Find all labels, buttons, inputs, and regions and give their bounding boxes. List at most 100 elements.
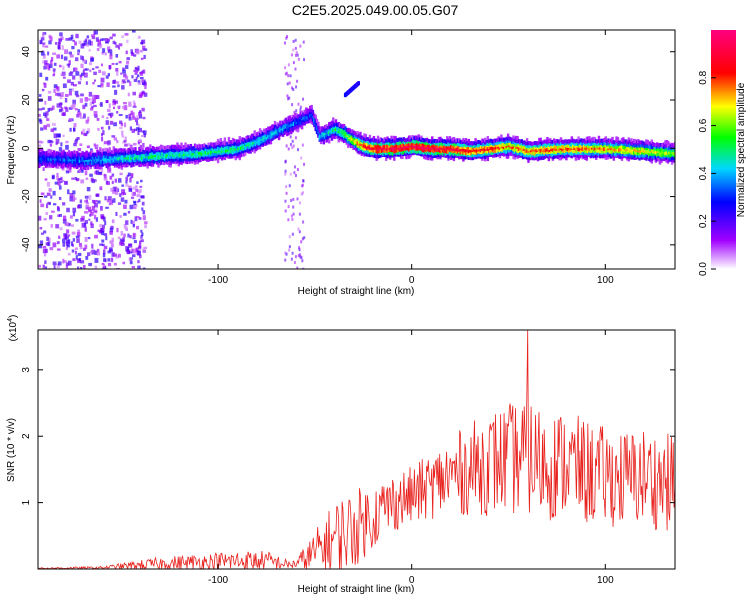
heatmap-cell xyxy=(238,153,241,158)
heatmap-cell xyxy=(136,225,140,230)
heatmap-cell xyxy=(159,151,163,156)
heatmap-cell xyxy=(551,142,555,147)
heatmap-cell xyxy=(185,157,189,162)
heatmap-cell xyxy=(102,264,105,268)
heatmap-cell xyxy=(437,142,441,147)
heatmap-cell xyxy=(123,204,127,209)
heatmap-cell xyxy=(38,108,43,111)
heatmap-cell xyxy=(141,82,146,86)
heatmap-cell xyxy=(147,157,151,162)
heatmap-cell xyxy=(344,138,347,143)
heatmap-cell xyxy=(129,177,132,183)
heatmap-cell xyxy=(46,162,49,167)
heatmap-cell xyxy=(124,143,128,147)
heatmap-cell xyxy=(86,153,90,158)
heatmap-cell xyxy=(183,144,186,149)
heatmap-cell xyxy=(153,149,156,154)
heatmap-cell xyxy=(100,63,104,67)
heatmap-cell xyxy=(454,142,457,147)
heatmap-cell xyxy=(481,152,484,157)
heatmap-cell xyxy=(239,142,243,147)
heatmap-cell xyxy=(38,113,41,117)
heatmap-cell xyxy=(89,159,92,164)
heatmap-cell xyxy=(126,163,129,168)
heatmap-cell xyxy=(169,154,172,159)
heatmap-cell xyxy=(635,140,639,145)
heatmap-cell xyxy=(103,174,107,179)
heatmap-cell xyxy=(574,156,578,161)
heatmap-cell xyxy=(44,154,48,159)
heatmap-cell xyxy=(272,128,275,133)
heatmap-cell xyxy=(234,151,237,156)
heatmap-cell xyxy=(254,132,258,137)
heatmap-cell xyxy=(65,262,70,266)
heatmap-cell xyxy=(65,153,68,158)
heatmap-cell xyxy=(562,148,565,153)
heatmap-cell xyxy=(193,158,197,163)
heatmap-cell xyxy=(360,138,363,143)
heatmap-cell xyxy=(590,141,594,146)
heatmap-cell xyxy=(111,219,115,224)
heatmap-cell xyxy=(470,148,473,153)
heatmap-cell xyxy=(309,105,312,110)
heatmap-cell xyxy=(87,236,91,240)
heatmap-cell xyxy=(136,194,141,198)
heatmap-cell xyxy=(59,94,63,100)
heatmap-cell xyxy=(538,156,541,161)
heatmap-cell xyxy=(162,161,166,166)
heatmap-cell xyxy=(200,144,204,149)
heatmap-cell xyxy=(120,165,124,170)
heatmap-cell xyxy=(135,49,140,55)
heatmap-cell xyxy=(117,159,121,164)
heatmap-cell xyxy=(94,202,98,208)
heatmap-cell xyxy=(119,153,122,158)
heatmap-cell xyxy=(376,135,380,140)
heatmap-cell xyxy=(107,196,112,201)
heatmap-cell xyxy=(64,234,68,239)
heatmap-cell xyxy=(355,132,358,137)
heatmap-cell xyxy=(581,150,584,155)
heatmap-cell xyxy=(470,151,473,156)
heatmap-cell xyxy=(296,124,300,129)
heatmap-cell xyxy=(490,139,494,144)
heatmap-cell xyxy=(607,144,610,149)
heatmap-cell xyxy=(154,149,157,154)
heatmap-cell xyxy=(97,39,101,45)
heatmap-cell xyxy=(95,144,99,148)
heatmap-cell xyxy=(119,158,122,163)
heatmap-cell xyxy=(539,140,542,145)
heatmap-cell xyxy=(149,152,152,157)
heatmap-cell xyxy=(64,49,69,54)
heatmap-cell xyxy=(141,155,144,160)
heatmap-cell xyxy=(593,146,597,151)
heatmap-cell xyxy=(544,143,548,148)
heatmap-cell xyxy=(372,153,376,158)
heatmap-cell xyxy=(293,260,296,264)
heatmap-cell xyxy=(647,141,651,146)
heatmap-cell xyxy=(426,141,430,146)
heatmap-cell xyxy=(365,137,369,142)
heatmap-cell xyxy=(142,210,146,215)
heatmap-cell xyxy=(98,165,102,170)
heatmap-cell xyxy=(126,155,129,160)
heatmap-cell xyxy=(72,258,76,262)
heatmap-cell xyxy=(509,151,513,156)
heatmap-cell xyxy=(592,144,595,149)
heatmap-cell xyxy=(97,154,101,159)
heatmap-cell xyxy=(590,137,594,142)
heatmap-cell xyxy=(119,238,122,243)
heatmap-cell xyxy=(133,102,136,108)
heatmap-cell xyxy=(268,135,271,140)
heatmap-cell xyxy=(116,71,119,76)
heatmap-cell xyxy=(84,151,87,156)
heatmap-cell xyxy=(311,112,315,117)
heatmap-cell xyxy=(233,154,236,159)
heatmap-cell xyxy=(524,141,527,146)
heatmap-cell xyxy=(543,145,546,150)
heatmap-cell xyxy=(135,204,138,207)
heatmap-cell xyxy=(94,157,98,162)
heatmap-cell xyxy=(50,60,53,65)
heatmap-cell xyxy=(134,216,138,222)
heatmap-cell xyxy=(139,162,143,167)
heatmap-cell xyxy=(611,146,614,151)
